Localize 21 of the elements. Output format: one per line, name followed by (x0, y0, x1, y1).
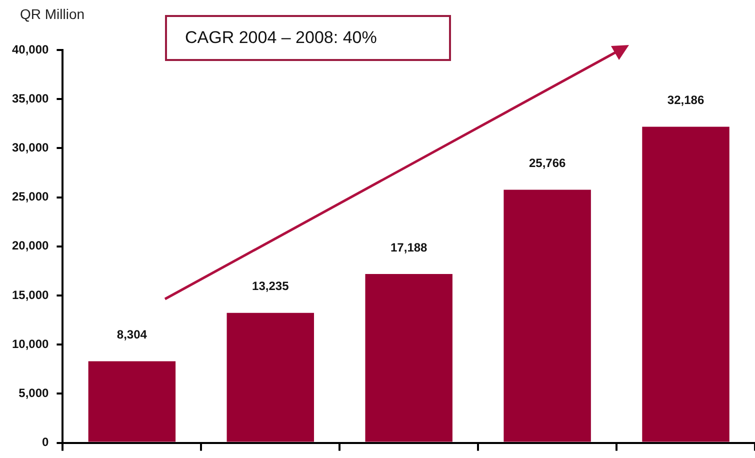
bar (226, 312, 314, 442)
y-tick-label: 35,000 (12, 91, 50, 106)
y-tick-label: 20,000 (12, 238, 50, 253)
bar (504, 190, 591, 442)
y-tick-label: 25,000 (12, 190, 50, 204)
y-tick-label: 30,000 (12, 140, 50, 155)
bar (365, 274, 452, 442)
data-label: 17,188 (390, 240, 428, 254)
y-axis-title: QR Million (20, 6, 85, 22)
y-tick-label: 15,000 (12, 288, 50, 302)
y-tick-label: 0 (42, 435, 50, 450)
bar (88, 361, 176, 442)
data-label: 25,766 (528, 156, 566, 170)
data-label: 8,304 (116, 328, 148, 342)
text-box: CAGR 2004 – 2008: 40% (165, 15, 451, 61)
bar (642, 126, 730, 442)
y-tick-label: 5,000 (18, 386, 50, 400)
y-tick-label: 10,000 (12, 336, 50, 351)
y-tick-label: 40,000 (12, 42, 50, 56)
data-label: 13,235 (252, 279, 290, 294)
data-label: 32,186 (667, 93, 704, 108)
